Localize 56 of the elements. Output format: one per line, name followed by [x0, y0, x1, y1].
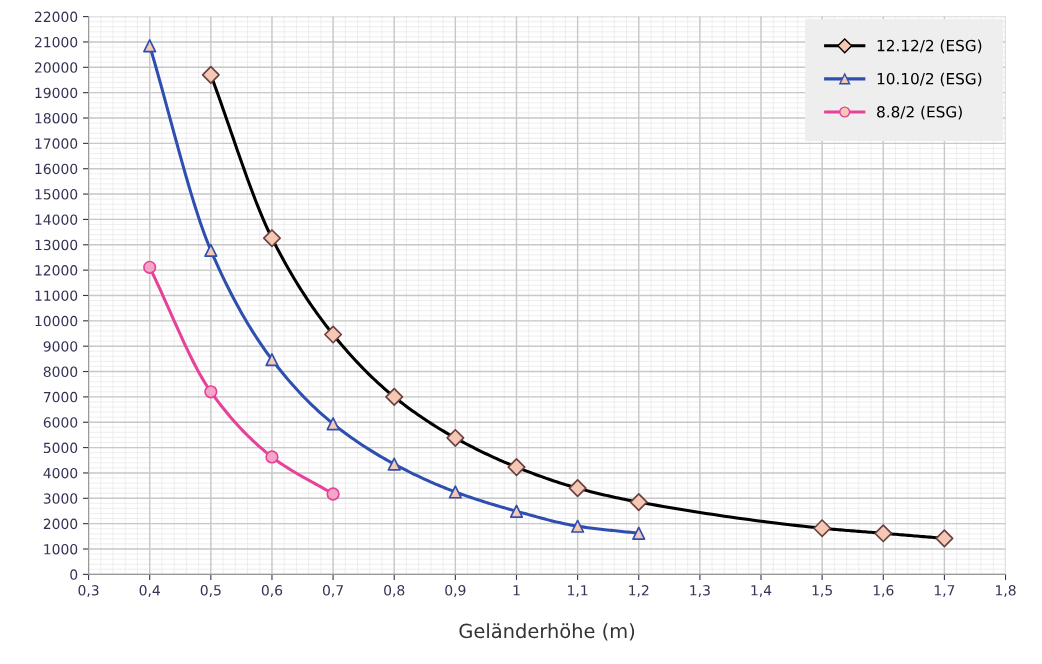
legend-label: 8.8/2 (ESG): [877, 105, 962, 120]
y-tick-label: 21000: [34, 36, 78, 48]
y-tick-label: 2000: [43, 518, 78, 530]
point: [265, 352, 279, 367]
point: [448, 485, 462, 499]
y-tick-label: 7000: [43, 391, 78, 403]
y-tick-label: 15000: [35, 189, 78, 200]
x-tick-label: 1,5: [812, 585, 832, 597]
legend-label: 10.10/2 (ESG): [877, 72, 982, 87]
x-axis-title: Geländerhöhe (m): [459, 623, 635, 641]
y-tick-label: 5000: [43, 442, 78, 454]
y-tick-label: 12000: [35, 265, 78, 276]
point: [509, 504, 524, 518]
point: [387, 457, 401, 471]
y-tick-label: 11000: [35, 290, 78, 301]
y-tick-label: 14000: [35, 214, 78, 225]
x-tick-label: 0,5: [200, 585, 221, 597]
y-tick-label: 0: [70, 569, 78, 580]
x-tick-label: 1,4: [751, 585, 772, 597]
point: [326, 487, 340, 501]
x-tick-label: 0,8: [384, 585, 405, 597]
x-tick-label: 1,3: [690, 585, 710, 597]
y-tick-label: 19000: [35, 87, 78, 99]
y-tick-label: 8000: [43, 366, 78, 378]
legend-label: 12.12/2 (ESG): [877, 39, 982, 54]
x-tick-label: 0,6: [261, 585, 283, 597]
y-tick-label: 1000: [44, 543, 78, 555]
y-tick-label: 22000: [34, 11, 78, 23]
y-tick-label: 20000: [34, 62, 78, 73]
x-tick-label: 1,6: [873, 585, 894, 597]
y-tick-label: 4000: [43, 467, 78, 479]
y-tick-label: 17000: [35, 138, 78, 149]
point: [326, 417, 340, 431]
y-tick-label: 3000: [43, 493, 78, 504]
y-tick-label: 18000: [35, 112, 78, 124]
x-tick-label: 1,7: [934, 585, 955, 597]
point: [632, 526, 646, 540]
y-tick-label: 9000: [43, 341, 78, 352]
point: [570, 519, 585, 533]
point: [204, 243, 218, 257]
x-tick-label: 1,1: [568, 585, 588, 597]
y-tick-label: 16000: [35, 163, 78, 175]
x-tick-label: 0,4: [139, 585, 160, 597]
x-tick-label: 1,2: [629, 585, 649, 597]
y-tick-label: 6000: [43, 417, 78, 428]
point: [265, 450, 279, 464]
y-tick-label: 13000: [35, 239, 78, 251]
x-tick-label: 0,9: [445, 585, 466, 597]
x-tick-label: 0,3: [78, 585, 99, 597]
point: [143, 260, 157, 274]
point: [204, 385, 218, 399]
y-tick-label: 10000: [35, 315, 78, 327]
point: [143, 39, 157, 53]
x-tick-label: 1: [513, 585, 520, 596]
x-tick-label: 1,8: [996, 585, 1016, 597]
x-tick-label: 0,7: [322, 585, 343, 597]
